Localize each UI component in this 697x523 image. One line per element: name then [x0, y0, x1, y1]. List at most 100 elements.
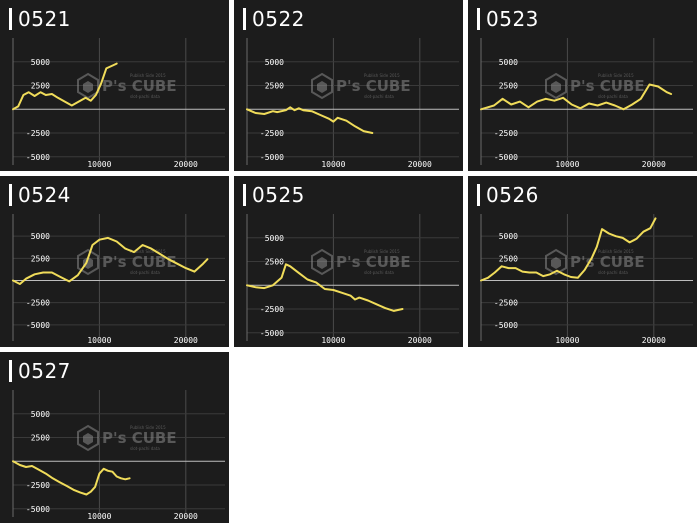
watermark-small-top: Publish Side 2015 — [130, 425, 166, 430]
panel-header: 0527 — [9, 356, 71, 386]
y-tick-label: -2500 — [260, 129, 284, 138]
y-tick-label: 5000 — [265, 234, 284, 243]
y-tick-label: 5000 — [499, 58, 518, 67]
y-tick-label: 2500 — [31, 82, 50, 91]
y-tick-label: -2500 — [260, 305, 284, 314]
chart-title: 0521 — [18, 7, 71, 31]
cube-logo-inner — [83, 257, 93, 269]
chart-title: 0526 — [486, 183, 539, 207]
title-accent-bar — [477, 184, 480, 206]
title-accent-bar — [243, 184, 246, 206]
y-tick-label: -5000 — [260, 329, 284, 338]
chart-title: 0524 — [18, 183, 71, 207]
panel-header: 0524 — [9, 180, 71, 210]
chart-title: 0525 — [252, 183, 305, 207]
watermark-brand: P's CUBE — [102, 253, 177, 271]
watermark-brand: P's CUBE — [570, 253, 645, 271]
line-chart-0526: 5000 2500 -2500 -5000 10000 20000 P's CUBEPubl… — [480, 214, 693, 345]
watermark-small-bottom: slot-pachi data — [598, 270, 628, 275]
panel-header: 0526 — [477, 180, 539, 210]
series-line — [12, 62, 118, 111]
series-line — [480, 83, 673, 111]
watermark-brand: P's CUBE — [102, 429, 177, 447]
watermark-small-top: Publish Side 2015 — [364, 249, 400, 254]
watermark-brand: P's CUBE — [570, 77, 645, 95]
cube-logo-icon — [545, 72, 567, 100]
chart-panel-0521: 0521 5000 2500 -2500 -5000 10000 20000 P's CUB… — [0, 0, 229, 171]
watermark-small-top: Publish Side 2015 — [364, 73, 400, 78]
y-tick-label: -5000 — [494, 153, 518, 162]
line-chart-0523: 5000 2500 -2500 -5000 10000 20000 P's CUBEPubl… — [480, 38, 693, 169]
y-tick-label: -2500 — [26, 129, 50, 138]
cube-logo-inner — [551, 257, 561, 269]
cube-logo-icon — [77, 424, 99, 452]
title-accent-bar — [9, 184, 12, 206]
line-chart-0521: 5000 2500 -2500 -5000 10000 20000 P's CUBEPubl… — [12, 38, 225, 169]
y-tick-label: 5000 — [31, 232, 50, 241]
y-tick-label: -5000 — [26, 321, 50, 330]
y-tick-label: 2500 — [31, 254, 50, 263]
y-tick-label: 2500 — [265, 82, 284, 91]
cube-logo-icon — [77, 248, 99, 276]
cube-logo-icon — [311, 248, 333, 276]
line-chart-0522: 5000 2500 -2500 -5000 10000 20000 P's CUBEPubl… — [246, 38, 459, 169]
chart-panel-0523: 0523 5000 2500 -2500 -5000 10000 20000 P's CUB… — [468, 0, 697, 171]
x-tick-label: 10000 — [321, 336, 345, 345]
cube-logo-inner — [83, 433, 93, 445]
watermark-small-top: Publish Side 2015 — [130, 249, 166, 254]
x-tick-label: 20000 — [174, 512, 198, 521]
panel-header: 0525 — [243, 180, 305, 210]
cube-logo-inner — [83, 81, 93, 93]
series-line — [246, 263, 404, 312]
watermark-small-bottom: slot-pachi data — [130, 446, 160, 451]
y-tick-label: 2500 — [499, 254, 518, 263]
watermark-small-top: Publish Side 2015 — [598, 73, 634, 78]
y-tick-label: 5000 — [31, 58, 50, 67]
cube-logo-icon — [311, 72, 333, 100]
chart-panel-0522: 0522 5000 2500 -2500 -5000 10000 20000 P's CUB… — [234, 0, 463, 171]
title-accent-bar — [9, 8, 12, 30]
x-tick-label: 20000 — [174, 160, 198, 169]
x-tick-label: 10000 — [555, 160, 579, 169]
y-tick-label: 5000 — [499, 232, 518, 241]
x-tick-label: 20000 — [408, 336, 432, 345]
y-tick-label: -2500 — [494, 129, 518, 138]
watermark-small-bottom: slot-pachi data — [364, 270, 394, 275]
watermark-small-bottom: slot-pachi data — [364, 94, 394, 99]
cube-logo-inner — [317, 81, 327, 93]
y-tick-label: 2500 — [31, 434, 50, 443]
y-tick-label: 2500 — [265, 258, 284, 267]
line-chart-0525: 5000 2500 -2500 -5000 10000 20000 P's CUBEPubl… — [246, 214, 459, 345]
title-accent-bar — [9, 360, 12, 382]
x-tick-label: 10000 — [555, 336, 579, 345]
y-tick-label: -2500 — [26, 299, 50, 308]
cube-logo-inner — [551, 81, 561, 93]
x-tick-label: 10000 — [321, 160, 345, 169]
watermark-small-top: Publish Side 2015 — [598, 249, 634, 254]
panel-header: 0522 — [243, 4, 305, 34]
x-tick-label: 10000 — [87, 160, 111, 169]
watermark-small-top: Publish Side 2015 — [130, 73, 166, 78]
watermark-small-bottom: slot-pachi data — [130, 94, 160, 99]
panel-header: 0523 — [477, 4, 539, 34]
watermark-brand: P's CUBE — [336, 253, 411, 271]
cube-logo-inner — [317, 257, 327, 269]
x-tick-label: 10000 — [87, 336, 111, 345]
chart-title: 0527 — [18, 359, 71, 383]
cube-logo-icon — [545, 248, 567, 276]
series-line — [12, 460, 131, 496]
series-line — [246, 106, 374, 134]
x-tick-label: 20000 — [408, 160, 432, 169]
x-tick-label: 20000 — [642, 160, 666, 169]
y-tick-label: -5000 — [26, 153, 50, 162]
series-line — [480, 217, 657, 282]
chart-panel-0524: 0524 5000 2500 -2500 -5000 10000 20000 P's CUB… — [0, 176, 229, 347]
y-tick-label: 5000 — [265, 58, 284, 67]
watermark-brand: P's CUBE — [102, 77, 177, 95]
y-tick-label: -5000 — [260, 153, 284, 162]
